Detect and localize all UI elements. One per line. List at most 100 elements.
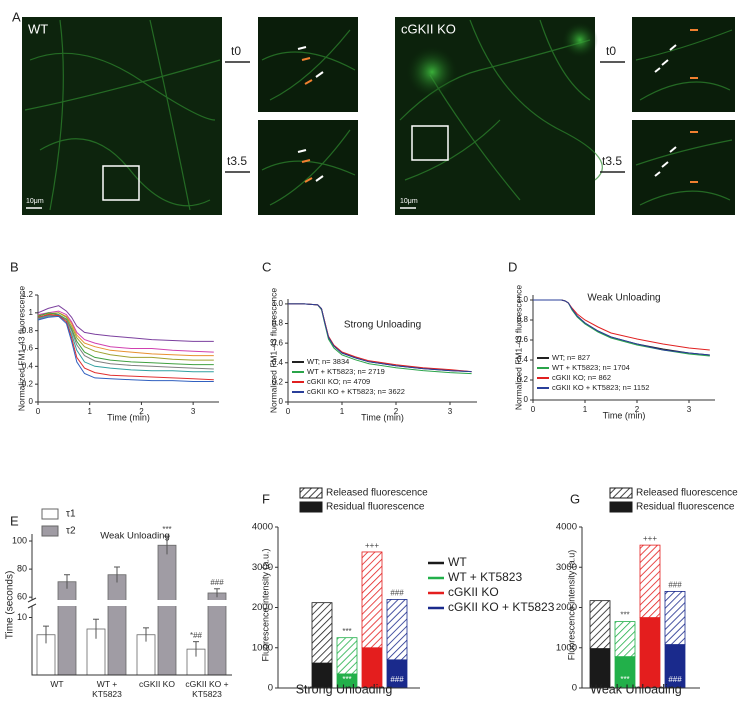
chart-title: Weak Unloading xyxy=(100,531,170,542)
legend-label: Residual fluorescence xyxy=(636,502,735,513)
arrows xyxy=(297,29,698,183)
x-axis-label: Time (min) xyxy=(107,412,150,422)
image-label: cGKII KO xyxy=(401,21,456,36)
legend-swatch xyxy=(41,525,59,537)
x-tick-label: 3 xyxy=(191,407,196,416)
x-axis-label: Time (min) xyxy=(361,412,404,422)
chart-title: Strong Unloading xyxy=(344,320,421,331)
annotation: ### xyxy=(390,675,404,684)
y-tick-label: 4000 xyxy=(252,522,273,533)
image-wt-t0 xyxy=(258,17,358,112)
y-tick-label: 0.8 xyxy=(517,315,529,324)
bar xyxy=(107,574,127,676)
y-tick-label: 1000 xyxy=(556,642,577,653)
annotation: *** xyxy=(342,627,351,636)
axis-break xyxy=(33,600,233,606)
y-tick-label: 0.6 xyxy=(272,338,284,347)
legend-label: τ1 xyxy=(66,509,76,520)
time-label: t3.5 xyxy=(227,154,247,168)
y-tick-label: 0 xyxy=(572,683,577,694)
x-axis-label: Weak Unloading xyxy=(590,682,682,696)
y-axis-label: Normalized FM1-43 fluorescence xyxy=(16,286,26,411)
legend-label: WT + KT5823 xyxy=(448,570,522,584)
x-tick-label: WT xyxy=(50,680,64,689)
panel-letter: C xyxy=(262,259,271,274)
y-tick-label: 0.4 xyxy=(517,355,529,364)
scale-label: 10μm xyxy=(26,198,44,205)
y-tick-label: 0.8 xyxy=(22,326,34,335)
released-segment xyxy=(639,544,661,618)
legend-label: Released fluorescence xyxy=(636,488,738,499)
legend-swatch xyxy=(299,501,323,513)
x-tick-label: 0 xyxy=(531,405,536,414)
legend-swatch xyxy=(299,487,323,499)
y-axis-label: Fluorescence intensity (a.u) xyxy=(566,550,576,661)
released-segment xyxy=(361,551,383,649)
x-axis-label: Time (min) xyxy=(603,410,646,420)
annotation: ### xyxy=(210,578,224,587)
x-tick-label: 2 xyxy=(635,405,640,414)
soma xyxy=(406,46,458,98)
y-tick-label: 60 xyxy=(17,592,27,602)
data-line xyxy=(37,312,214,361)
y-tick-label: 0.4 xyxy=(272,358,284,367)
released-segment xyxy=(386,599,408,661)
y-tick-label: 0.2 xyxy=(517,375,529,384)
annotation: *## xyxy=(190,631,203,640)
panel-letter: A xyxy=(12,9,21,24)
time-label: t0 xyxy=(606,44,616,58)
bar xyxy=(57,581,77,676)
axes xyxy=(277,527,420,689)
legend-label: cGKII KO; n= 862 xyxy=(552,373,611,382)
image-label: WT xyxy=(28,21,48,36)
y-tick-label: 100 xyxy=(12,535,27,545)
chart-title: Weak Unloading xyxy=(587,293,660,304)
x-tick-label-box: WT + KT5823 xyxy=(92,680,122,699)
time-label: t0 xyxy=(231,44,241,58)
legend-label: WT xyxy=(448,555,467,569)
legend-label: τ2 xyxy=(66,526,76,537)
x-tick-label: 1 xyxy=(87,407,92,416)
y-tick-label: 3000 xyxy=(556,562,577,573)
x-tick-label: 3 xyxy=(448,407,453,416)
legend-label: WT + KT5823; n= 1704 xyxy=(552,363,630,372)
soma xyxy=(562,22,598,58)
axes xyxy=(581,527,700,689)
released-segment xyxy=(589,600,611,649)
released-segment xyxy=(311,602,333,664)
break-mark xyxy=(27,597,37,609)
time-label: t3.5 xyxy=(602,154,622,168)
image-wt-t35 xyxy=(258,120,358,215)
y-axis-label: Fluorescence intensity (a.u.) xyxy=(260,548,270,661)
y-tick-label: 0.6 xyxy=(22,344,34,353)
legend-swatch xyxy=(609,487,633,499)
panel-letter: D xyxy=(508,259,517,274)
annotation: +++ xyxy=(643,534,657,543)
y-tick-label: 3000 xyxy=(252,562,273,573)
y-tick-label: 1.0 xyxy=(272,299,284,308)
data-line xyxy=(37,310,214,353)
y-tick-label: 0.2 xyxy=(22,379,34,388)
legend-label: WT; n= 827 xyxy=(552,353,590,362)
x-tick-label: cGKII KO xyxy=(139,680,175,689)
y-tick-label: 2000 xyxy=(556,602,577,613)
annotation: ### xyxy=(668,581,682,590)
y-tick-label: 0.4 xyxy=(22,361,34,370)
image-wt xyxy=(22,17,222,215)
neurites xyxy=(24,19,733,211)
x-tick-label: cGKII KO + KT5823 xyxy=(185,680,229,699)
data-line xyxy=(288,303,472,373)
panel-letter: E xyxy=(10,513,19,528)
data-line xyxy=(533,299,710,356)
image-ko-t0 xyxy=(632,17,735,112)
legend-label: cGKII KO xyxy=(448,585,499,599)
y-tick-label: 4000 xyxy=(556,522,577,533)
y-tick-label: 0.2 xyxy=(272,377,284,386)
y-tick-label: 1.0 xyxy=(517,295,529,304)
data-line xyxy=(533,299,710,351)
bar xyxy=(157,544,177,676)
panel-letter: G xyxy=(570,491,580,506)
annotation: *** xyxy=(620,611,629,620)
y-tick-label: 0.8 xyxy=(272,319,284,328)
x-tick-label-box: WT xyxy=(50,680,64,689)
